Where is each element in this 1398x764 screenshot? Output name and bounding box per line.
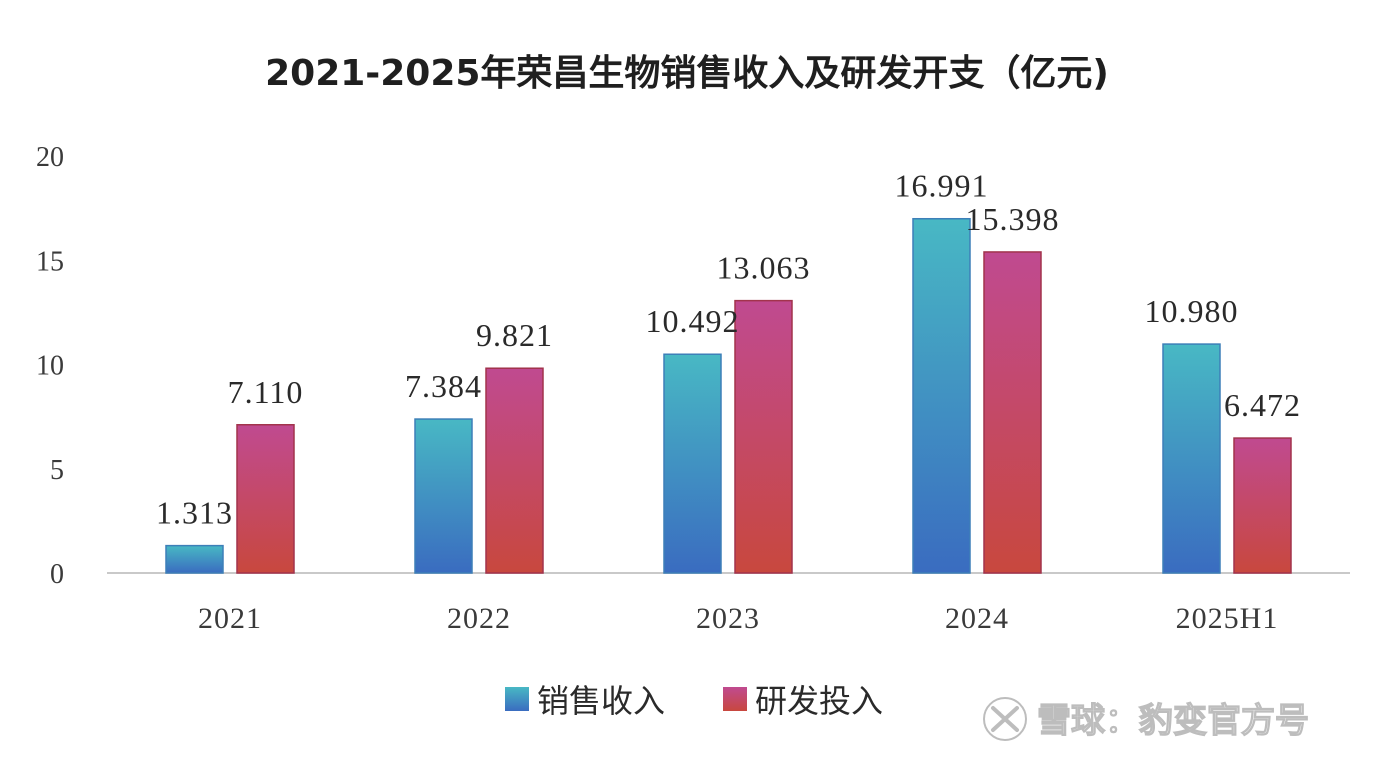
data-label-sales-2025H1: 10.980 [1145,293,1239,329]
y-tick-label: 0 [50,559,64,590]
y-tick-label: 20 [36,142,64,173]
data-label-sales-2021: 1.313 [156,495,233,531]
x-axis-categories: 2021 2022 2023 2024 2025H1 [198,602,1279,635]
data-label-sales-2024: 16.991 [895,168,989,204]
data-label-sales-2022: 7.384 [405,368,482,404]
bar-rd-2021 [236,424,295,574]
x-category-label: 2024 [945,602,1009,635]
data-labels-group: 1.313 7.110 7.384 9.821 10.492 13.063 16.99115… [156,168,1301,531]
bar-sales-2022 [414,418,473,574]
x-category-label: 2022 [447,602,511,635]
bar-rd-2023 [734,299,793,574]
data-label-rd-2021: 7.110 [228,374,304,410]
bar-sales-2021 [165,544,224,574]
x-category-label: 2021 [198,602,262,635]
chart-title: 2021-2025年荣昌生物销售收入及研发开支（亿元) [265,53,1109,94]
legend-label-sales: 销售收入 [537,682,665,720]
data-label-rd-2023: 13.063 [717,250,811,286]
data-label-rd-2025H1: 6.472 [1224,387,1301,423]
y-tick-label: 15 [36,246,64,277]
bars-group [165,217,1292,574]
data-label-rd-2024: 15.398 [966,201,1060,237]
legend: 销售收入 研发投入 [505,682,883,720]
y-axis-ticks: 0 5 10 15 20 [36,142,64,590]
data-label-sales-2023: 10.492 [646,303,740,339]
data-label-rd-2022: 9.821 [476,317,553,353]
watermark: 雪球：豹变官方号 [983,697,1310,742]
bar-rd-2024 [983,251,1042,574]
x-category-label: 2023 [696,602,760,635]
bar-sales-2025H1 [1162,343,1221,574]
legend-label-rd: 研发投入 [755,682,883,720]
bar-sales-2024 [912,217,971,574]
snowball-logo-icon [983,697,1027,741]
bar-rd-2025H1 [1233,437,1292,574]
bar-sales-2023 [663,353,722,574]
x-category-label: 2025H1 [1176,602,1279,635]
y-tick-label: 5 [50,455,64,486]
legend-swatch-sales [505,687,529,711]
watermark-text: 雪球：豹变官方号 [1037,701,1309,741]
y-tick-label: 10 [36,351,64,382]
legend-swatch-rd [723,687,747,711]
bar-rd-2022 [485,367,544,574]
